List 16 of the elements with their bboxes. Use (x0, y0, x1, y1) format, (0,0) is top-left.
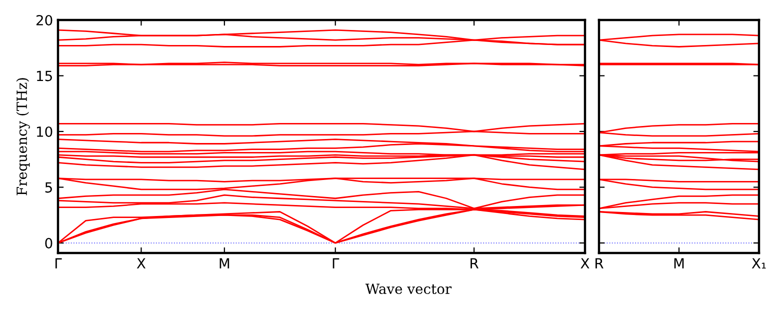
y-tick-label: 20 (36, 14, 52, 26)
y-tick-label: 15 (36, 70, 52, 82)
y-tick-label: 10 (36, 126, 52, 137)
x-tick-label: R (596, 258, 604, 268)
x-tick-label: Γ (332, 258, 340, 268)
y-axis-title: Frequency (THz) (16, 78, 30, 196)
x-axis-title: Wave vector (365, 284, 452, 294)
x-tick-label: M (674, 258, 684, 268)
x-tick-label: X (136, 258, 146, 268)
x-tick-label: R (470, 258, 478, 268)
x-tick-label: Γ (55, 258, 62, 268)
x-tick-label: X (580, 258, 590, 268)
x-tick-label: X₁ (752, 258, 766, 268)
y-tick-label: 5 (45, 182, 52, 193)
x-tick-label: M (220, 258, 230, 268)
y-tick-label: 0 (45, 238, 52, 248)
